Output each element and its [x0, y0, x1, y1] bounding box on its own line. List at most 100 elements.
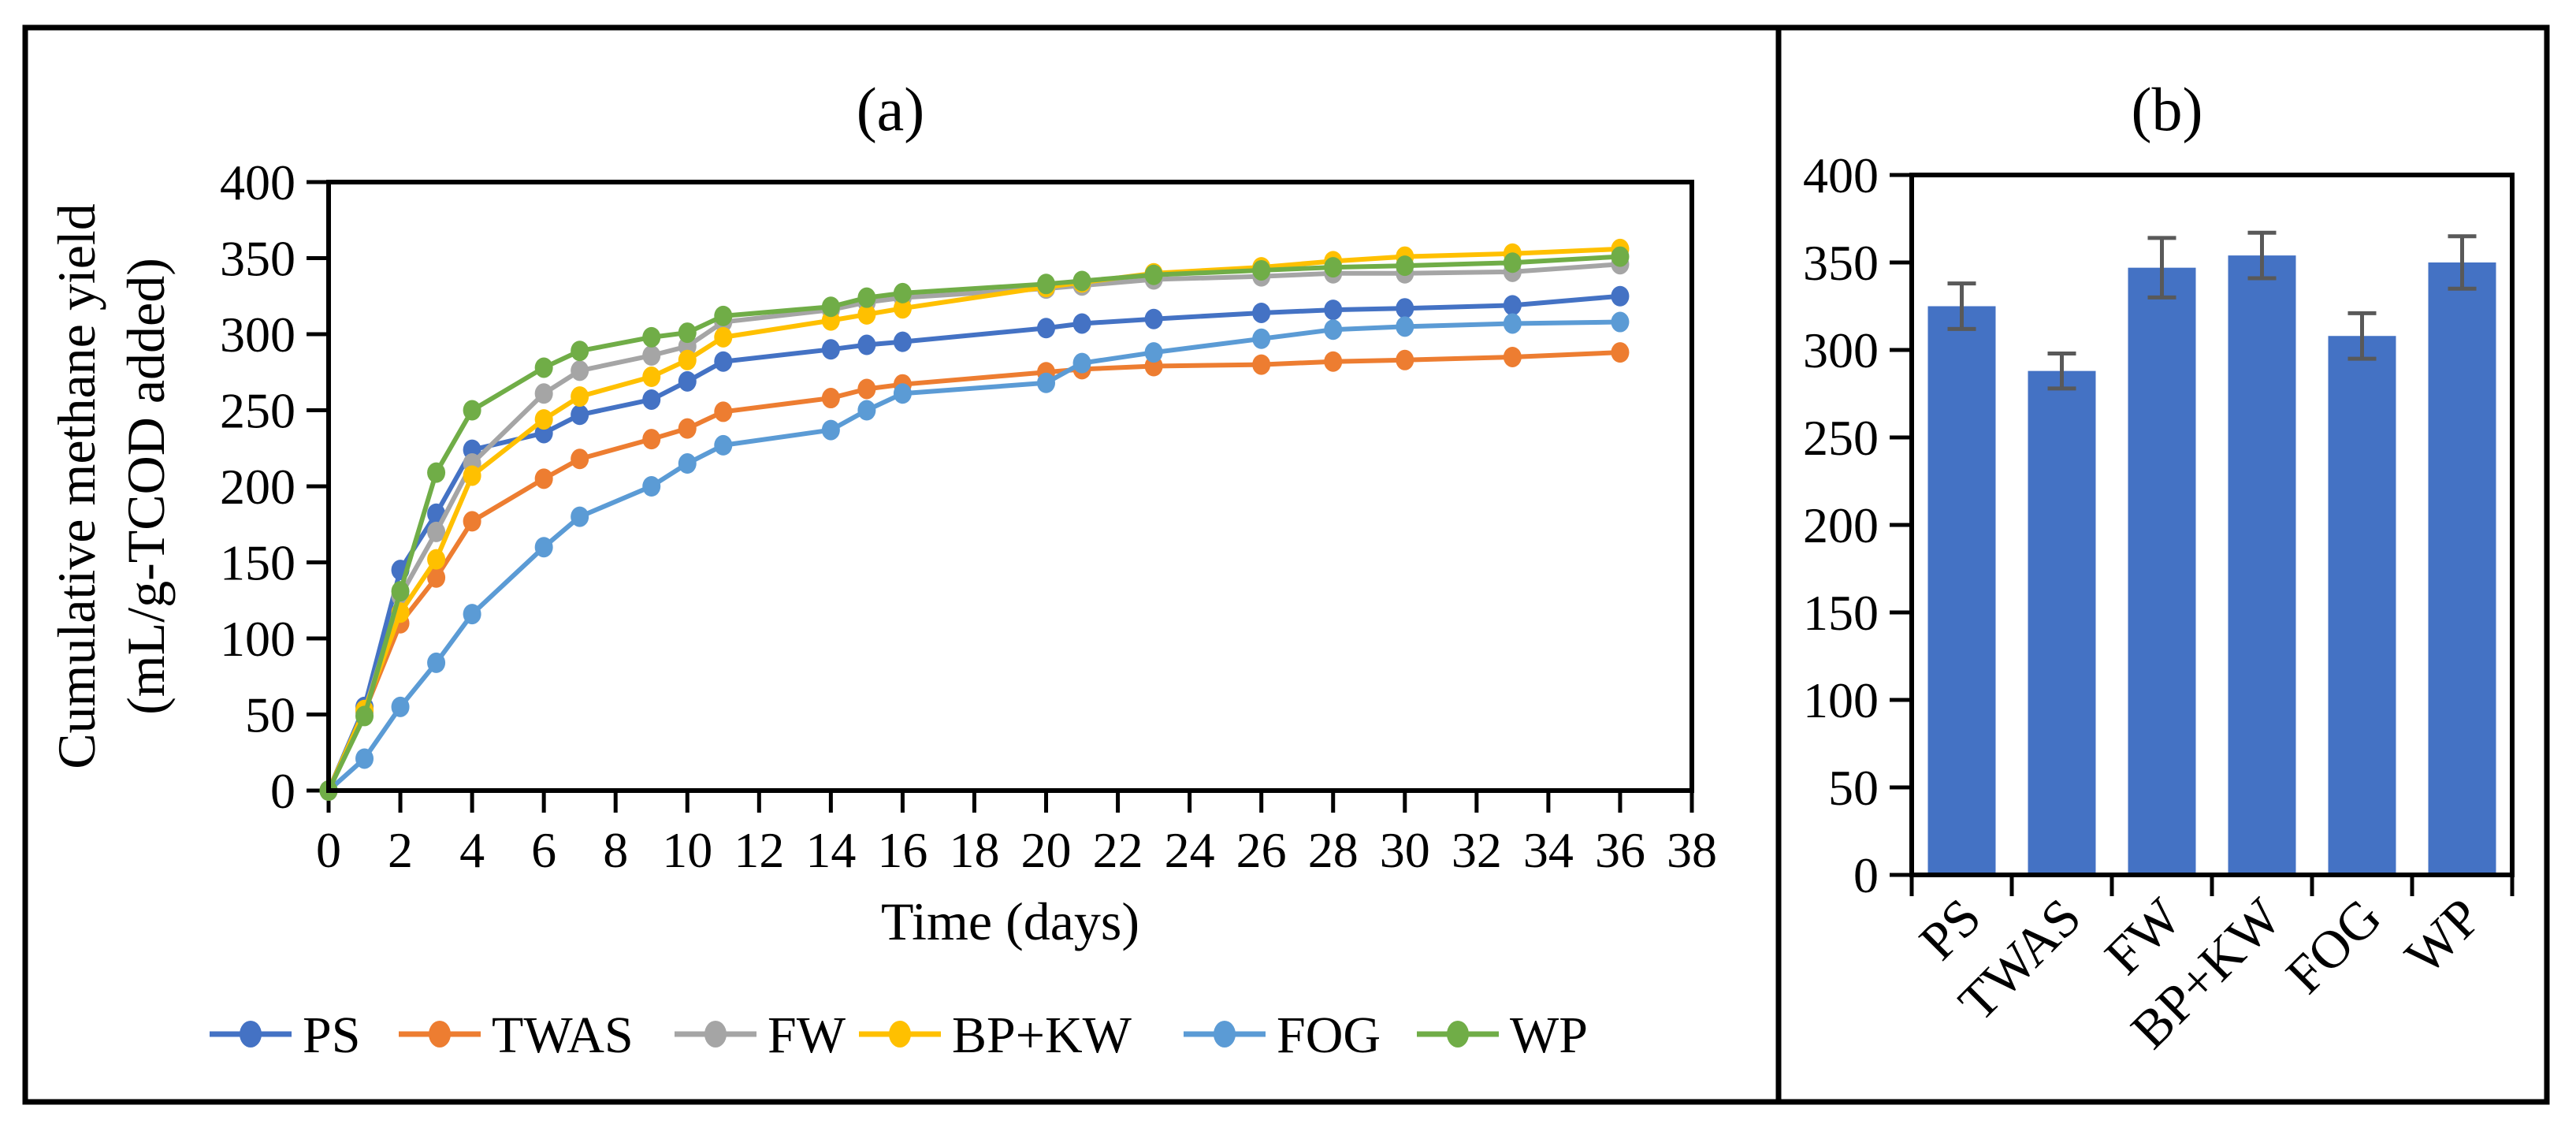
data-point-bp+kw — [571, 386, 589, 407]
bar-twas — [2028, 370, 2096, 875]
data-point-fog — [534, 537, 553, 558]
x-tick-label: 32 — [1452, 822, 1502, 878]
data-point-fog — [1503, 313, 1522, 334]
data-point-fog — [1037, 372, 1056, 393]
x-tick-label: 18 — [949, 822, 999, 878]
legend-label: TWAS — [492, 1007, 634, 1064]
data-point-ps — [1037, 318, 1056, 339]
data-point-fog — [714, 434, 733, 456]
data-point-wp — [1252, 259, 1271, 281]
data-point-fog — [1324, 319, 1343, 340]
data-point-fog — [1072, 352, 1091, 374]
data-point-fog — [893, 383, 912, 404]
data-point-twas — [821, 388, 840, 409]
y-tick-label: 350 — [220, 231, 296, 287]
legend-item-ps: PS — [210, 1007, 360, 1064]
data-point-wp — [463, 400, 481, 421]
data-point-twas — [1396, 349, 1414, 370]
data-point-fog — [1611, 311, 1630, 333]
data-point-wp — [857, 287, 876, 308]
data-point-ps — [821, 339, 840, 360]
x-tick-label: 0 — [316, 822, 341, 878]
data-point-fog — [571, 506, 589, 527]
x-tick-label: 34 — [1523, 822, 1574, 878]
series-line-fw — [326, 262, 1621, 792]
panel-a-series — [319, 238, 1630, 801]
legend-dot-marker — [240, 1021, 262, 1048]
data-point-wp — [1396, 255, 1414, 277]
legend-dot-marker — [889, 1021, 911, 1048]
panel-b-title: (b) — [2132, 75, 2203, 143]
y-tick-label: 50 — [245, 687, 296, 743]
data-point-fog — [1252, 328, 1271, 349]
series-line-twas — [326, 350, 1621, 792]
x-tick-label: 28 — [1308, 822, 1359, 878]
panel-a-title: (a) — [857, 75, 925, 143]
data-point-wp — [678, 322, 697, 344]
x-tick-label: 22 — [1093, 822, 1143, 878]
data-point-twas — [1324, 351, 1343, 372]
data-point-bp+kw — [642, 367, 661, 388]
data-point-ps — [1252, 302, 1271, 323]
data-point-bp+kw — [857, 303, 876, 325]
data-point-ps — [571, 404, 589, 426]
data-point-fog — [642, 476, 661, 497]
y-tick-label: 100 — [220, 611, 296, 667]
y-tick-label: 200 — [220, 459, 296, 515]
data-point-bp+kw — [893, 298, 912, 319]
data-point-fog — [427, 652, 446, 673]
legend-dot-marker — [429, 1021, 451, 1048]
data-point-twas — [678, 418, 697, 439]
data-point-ps — [1503, 295, 1522, 316]
x-tick-label: 14 — [805, 822, 856, 878]
data-point-fog — [1396, 316, 1414, 337]
data-point-fw — [534, 383, 553, 404]
legend-item-twas: TWAS — [399, 1007, 634, 1064]
data-point-bp+kw — [427, 549, 446, 570]
data-point-fog — [678, 453, 697, 474]
data-point-twas — [534, 468, 553, 489]
bar-wp — [2428, 262, 2496, 875]
legend-dot-marker — [704, 1021, 727, 1048]
data-point-fw — [571, 360, 589, 381]
bar-ps — [1927, 306, 1996, 875]
y-tick-label: 0 — [270, 763, 296, 819]
y-tick-label: 200 — [1803, 497, 1879, 553]
data-point-wp — [821, 296, 840, 318]
bar-bp+kw — [2228, 255, 2296, 875]
y-tick-label: 150 — [220, 535, 296, 591]
data-point-wp — [1037, 274, 1056, 295]
y-tick-label: 150 — [1803, 585, 1879, 641]
data-point-wp — [427, 462, 446, 483]
series-line-fog — [327, 319, 1620, 793]
y-tick-label: 250 — [220, 383, 296, 439]
panel-a-legend: PS TWAS FW BP+KW FOG WP — [210, 1007, 1588, 1064]
legend-label: FW — [768, 1007, 846, 1064]
data-point-ps — [1324, 300, 1343, 321]
data-point-fw — [427, 521, 446, 542]
plot-frame — [326, 180, 1694, 793]
data-point-wp — [1611, 246, 1630, 267]
data-point-wp — [1072, 270, 1091, 292]
data-point-fog — [1144, 342, 1163, 363]
data-point-wp — [571, 340, 589, 362]
data-point-wp — [642, 326, 661, 348]
x-tick-label: 38 — [1667, 822, 1717, 878]
panel-b-bars — [1927, 230, 2496, 875]
data-point-wp — [893, 282, 912, 303]
legend-item-wp: WP — [1417, 1007, 1588, 1064]
figure-border — [22, 24, 2550, 1105]
data-point-bp+kw — [678, 349, 697, 370]
data-point-twas — [1611, 342, 1630, 363]
data-point-bp+kw — [534, 409, 553, 430]
data-point-fog — [857, 400, 876, 421]
data-point-bp+kw — [714, 326, 733, 348]
x-tick-label: 10 — [662, 822, 712, 878]
bar-fog — [2328, 336, 2396, 875]
x-tick-label: 26 — [1236, 822, 1287, 878]
x-tick-label: 30 — [1380, 822, 1430, 878]
x-tick-label: 6 — [531, 822, 556, 878]
legend-label: WP — [1510, 1007, 1588, 1064]
